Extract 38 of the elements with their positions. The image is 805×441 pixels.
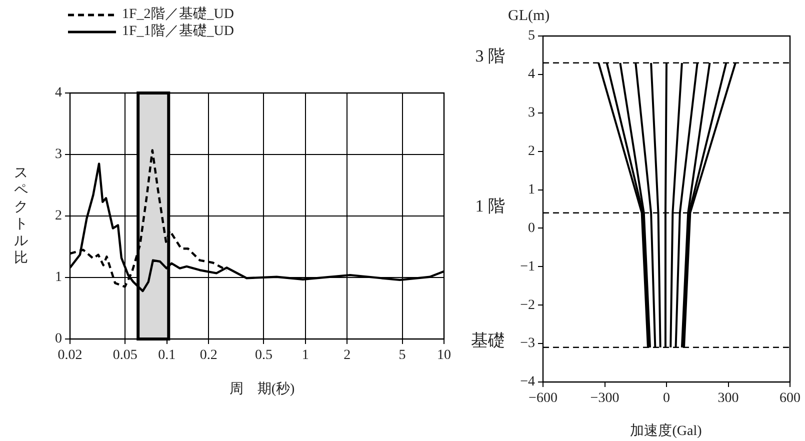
y-tick-label: 4 xyxy=(528,67,535,82)
x-tick-label: 0.05 xyxy=(112,348,138,364)
x-tick-label: 2 xyxy=(344,348,351,364)
x-tick-label: 600 xyxy=(780,391,800,406)
y-tick-label: 2 xyxy=(55,208,62,224)
y-tick-label: 2 xyxy=(528,144,535,160)
y-tick-label: 0 xyxy=(55,332,62,347)
y-tick-label: 3 xyxy=(55,147,62,162)
x-tick-label: 0.5 xyxy=(254,348,272,364)
legend-label: 1F_2階／基礎_UD xyxy=(122,6,234,23)
x-tick-label: 0.2 xyxy=(200,348,218,364)
y-axis-title: スペクトル比 xyxy=(14,165,29,267)
x-tick-label: 5 xyxy=(398,348,406,364)
y-tick-label: 5 xyxy=(528,28,535,44)
legend-label: 1F_1階／基礎_UD xyxy=(122,23,234,40)
x-tick-label: 10 xyxy=(437,348,451,364)
y-tick-label: −4 xyxy=(520,374,535,390)
y-tick-label: −3 xyxy=(520,336,535,352)
y-tick-label: 4 xyxy=(55,86,62,101)
x-tick-label: −600 xyxy=(528,391,558,406)
y-tick-label: 1 xyxy=(528,182,535,198)
y-axis-title: GL(m) xyxy=(508,8,550,25)
y-tick-label: 1 xyxy=(55,270,62,286)
x-axis-title: 加速度(Gal) xyxy=(630,422,702,440)
y-tick-label: 3 xyxy=(528,106,535,121)
x-tick-label: 0.1 xyxy=(158,348,176,364)
x-tick-label: 0 xyxy=(663,391,670,406)
x-tick-label: 1 xyxy=(302,348,309,364)
ref-line-label: 1 階 xyxy=(475,196,505,216)
x-tick-label: 300 xyxy=(718,391,739,406)
x-tick-label: −300 xyxy=(590,391,620,406)
x-tick-label: 0.02 xyxy=(58,348,82,364)
x-axis-title: 周 期(秒) xyxy=(229,380,295,398)
ref-line-label: 3 階 xyxy=(475,46,505,66)
y-tick-label: 0 xyxy=(528,220,535,236)
y-tick-label: −2 xyxy=(520,298,535,313)
y-tick-label: −1 xyxy=(520,259,535,274)
ref-line-label: 基礎 xyxy=(471,330,505,350)
